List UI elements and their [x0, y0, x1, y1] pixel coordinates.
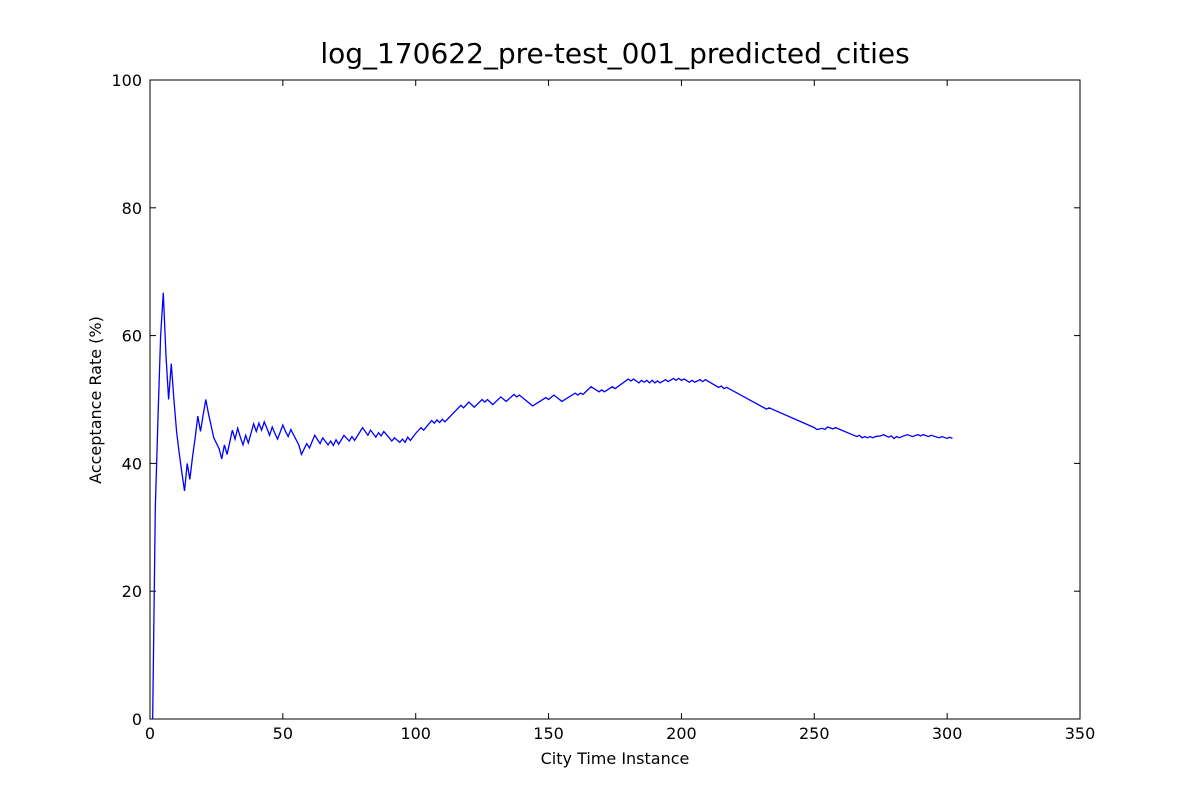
plot-frame — [149, 79, 1081, 720]
x-tick-label: 50 — [273, 724, 293, 743]
y-tick-label: 20 — [122, 582, 142, 601]
x-tick-label: 200 — [666, 724, 697, 743]
x-tick-label: 100 — [400, 724, 431, 743]
x-tick-label: 300 — [932, 724, 963, 743]
x-tick-label: 250 — [799, 724, 830, 743]
x-tick-label: 150 — [533, 724, 564, 743]
y-axis-label: Acceptance Rate (%) — [86, 316, 105, 484]
y-tick-label: 0 — [132, 710, 142, 729]
y-tick-label: 80 — [122, 199, 142, 218]
x-tick-label: 0 — [145, 724, 155, 743]
chart-title: log_170622_pre-test_001_predicted_cities — [320, 37, 909, 70]
y-tick-label: 100 — [111, 71, 142, 90]
x-tick-label: 350 — [1065, 724, 1096, 743]
y-tick-label: 40 — [122, 454, 142, 473]
y-tick-label: 60 — [122, 327, 142, 346]
x-axis-label: City Time Instance — [541, 749, 690, 768]
data-line — [152, 292, 953, 720]
